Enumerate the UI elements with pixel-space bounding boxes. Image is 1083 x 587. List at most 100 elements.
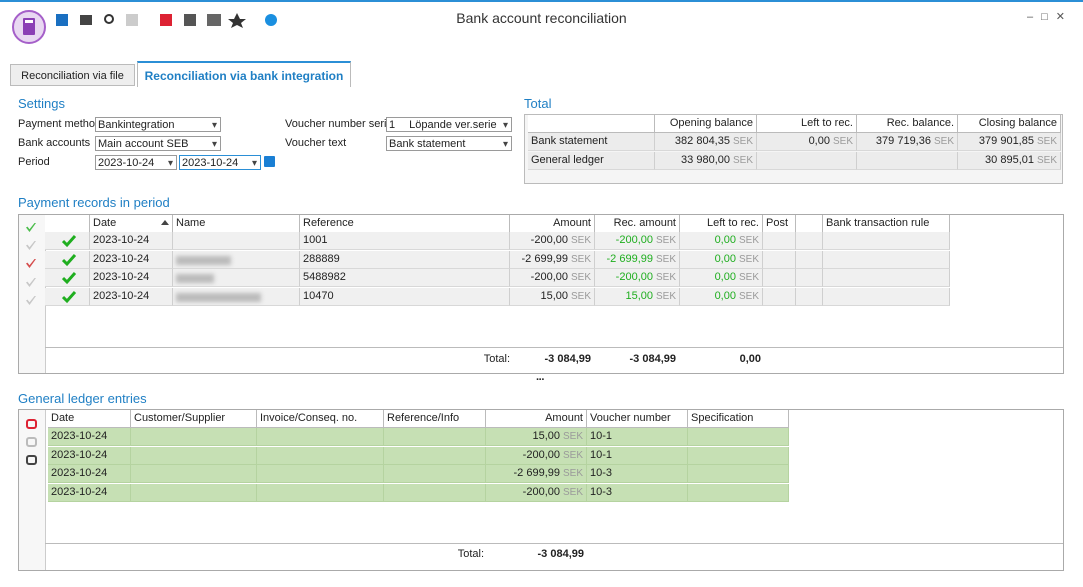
footer-line bbox=[45, 347, 1063, 348]
grid-toolbar bbox=[19, 215, 46, 373]
rec-amount-cell: -200,00SEK bbox=[595, 232, 680, 250]
splitter[interactable]: ··· bbox=[536, 374, 544, 386]
total-rec-amount: -3 084,99 bbox=[595, 353, 676, 365]
empty-cell bbox=[763, 269, 796, 287]
tab-active[interactable]: Reconciliation via bank integration bbox=[137, 61, 351, 87]
footer-line bbox=[45, 543, 1063, 544]
reference-cell: 10470 bbox=[300, 288, 510, 306]
currency: SEK bbox=[571, 254, 591, 265]
row-label: Bank statement bbox=[528, 133, 655, 151]
tab[interactable]: Reconciliation via file bbox=[10, 64, 135, 86]
empty-cell bbox=[857, 152, 958, 170]
amount-cell: -200,00SEK bbox=[486, 484, 587, 502]
amount: 15,00 bbox=[540, 290, 568, 302]
date-cell: 2023-10-24 bbox=[48, 465, 131, 483]
rec-amount-cell: 15,00SEK bbox=[595, 288, 680, 306]
total-amount: -3 084,99 bbox=[500, 548, 584, 560]
total-cell: 379 719,36SEK bbox=[857, 133, 958, 151]
currency: SEK bbox=[571, 272, 591, 283]
amount-cell: -2 699,99SEK bbox=[510, 251, 595, 269]
currency: SEK bbox=[571, 235, 591, 246]
column-header[interactable]: Date bbox=[48, 410, 131, 428]
currency: SEK bbox=[563, 468, 583, 479]
toolbar-icon[interactable] bbox=[26, 437, 37, 447]
column-header[interactable]: Bank transaction rule bbox=[823, 215, 950, 233]
currency: SEK bbox=[656, 254, 676, 265]
series-name: Löpande ver.serie bbox=[409, 119, 496, 131]
date-cell: 2023-10-24 bbox=[90, 288, 173, 306]
amount: -200,00 bbox=[523, 449, 560, 461]
column-header[interactable]: Name bbox=[173, 215, 300, 233]
dropdown[interactable]: 2023-10-24 bbox=[95, 155, 177, 170]
column-header[interactable]: Voucher number bbox=[587, 410, 688, 428]
left-cell: 0,00SEK bbox=[680, 251, 763, 269]
dropdown[interactable]: Bankintegration bbox=[95, 117, 221, 132]
field-label: Payment method bbox=[18, 118, 101, 130]
empty-cell bbox=[796, 269, 823, 287]
currency: SEK bbox=[833, 136, 853, 147]
amount-cell: -200,00SEK bbox=[486, 447, 587, 465]
total-cell: 379 901,85SEK bbox=[958, 133, 1061, 151]
currency: SEK bbox=[571, 291, 591, 302]
section-title: Settings bbox=[18, 96, 65, 111]
header-cell bbox=[528, 115, 655, 133]
empty-cell bbox=[257, 465, 384, 483]
currency: SEK bbox=[563, 487, 583, 498]
date-cell: 2023-10-24 bbox=[90, 251, 173, 269]
empty-cell bbox=[384, 428, 486, 446]
voucher-cell: 10-3 bbox=[587, 465, 688, 483]
grid-toolbar bbox=[19, 410, 46, 570]
empty-cell bbox=[823, 288, 950, 306]
column-header[interactable]: Customer/Supplier bbox=[131, 410, 257, 428]
currency: SEK bbox=[739, 254, 759, 265]
check-cell bbox=[45, 269, 90, 287]
dropdown[interactable]: Bank statement bbox=[386, 136, 512, 151]
field-label: Voucher number series bbox=[285, 118, 398, 130]
voucher-cell: 10-3 bbox=[587, 484, 688, 502]
total-left: 0,00 bbox=[680, 353, 761, 365]
dropdown[interactable]: 2023-10-24 bbox=[179, 155, 261, 170]
check-icon bbox=[62, 271, 76, 285]
column-header[interactable]: Rec. amount bbox=[595, 215, 680, 233]
currency: SEK bbox=[739, 291, 759, 302]
rec-amount-cell: -200,00SEK bbox=[595, 269, 680, 287]
dropdown[interactable]: Main account SEB bbox=[95, 136, 221, 151]
check-icon bbox=[62, 253, 76, 267]
amount: 33 980,00 bbox=[681, 154, 730, 166]
dropdown[interactable]: 1Löpande ver.serie bbox=[386, 117, 512, 132]
amount: -2 699,99 bbox=[514, 467, 560, 479]
section-title: Total bbox=[524, 96, 551, 111]
empty-cell bbox=[757, 152, 857, 170]
column-header[interactable]: Reference/Info bbox=[384, 410, 486, 428]
voucher-cell: 10-1 bbox=[587, 447, 688, 465]
column-header[interactable]: Specification bbox=[688, 410, 789, 428]
currency: SEK bbox=[656, 291, 676, 302]
currency: SEK bbox=[739, 235, 759, 246]
column-header[interactable]: Invoice/Conseq. no. bbox=[257, 410, 384, 428]
currency: SEK bbox=[563, 450, 583, 461]
toolbar-icon[interactable] bbox=[26, 419, 37, 429]
column-header[interactable]: Left to rec. bbox=[680, 215, 763, 233]
column-header[interactable]: Amount bbox=[486, 410, 587, 428]
go-button[interactable] bbox=[264, 156, 275, 167]
amount-cell: -2 699,99SEK bbox=[486, 465, 587, 483]
column-header[interactable]: Post bbox=[763, 215, 796, 233]
check-cell bbox=[45, 232, 90, 250]
check-cell bbox=[45, 288, 90, 306]
toolbar-icon[interactable] bbox=[26, 455, 37, 465]
column-header[interactable]: Reference bbox=[300, 215, 510, 233]
amount: 15,00 bbox=[532, 430, 560, 442]
currency: SEK bbox=[656, 272, 676, 283]
amount: 379 719,36 bbox=[876, 135, 931, 147]
amount: -2 699,99 bbox=[522, 253, 568, 265]
left-cell: 0,00SEK bbox=[680, 232, 763, 250]
empty-cell bbox=[257, 428, 384, 446]
amount-cell: 15,00SEK bbox=[486, 428, 587, 446]
amount: 30 895,01 bbox=[985, 154, 1034, 166]
amount-cell: -200,00SEK bbox=[510, 269, 595, 287]
empty-cell bbox=[823, 251, 950, 269]
empty-cell bbox=[131, 484, 257, 502]
total-cell: 30 895,01SEK bbox=[958, 152, 1061, 170]
date-cell: 2023-10-24 bbox=[90, 269, 173, 287]
column-header[interactable]: Amount bbox=[510, 215, 595, 233]
